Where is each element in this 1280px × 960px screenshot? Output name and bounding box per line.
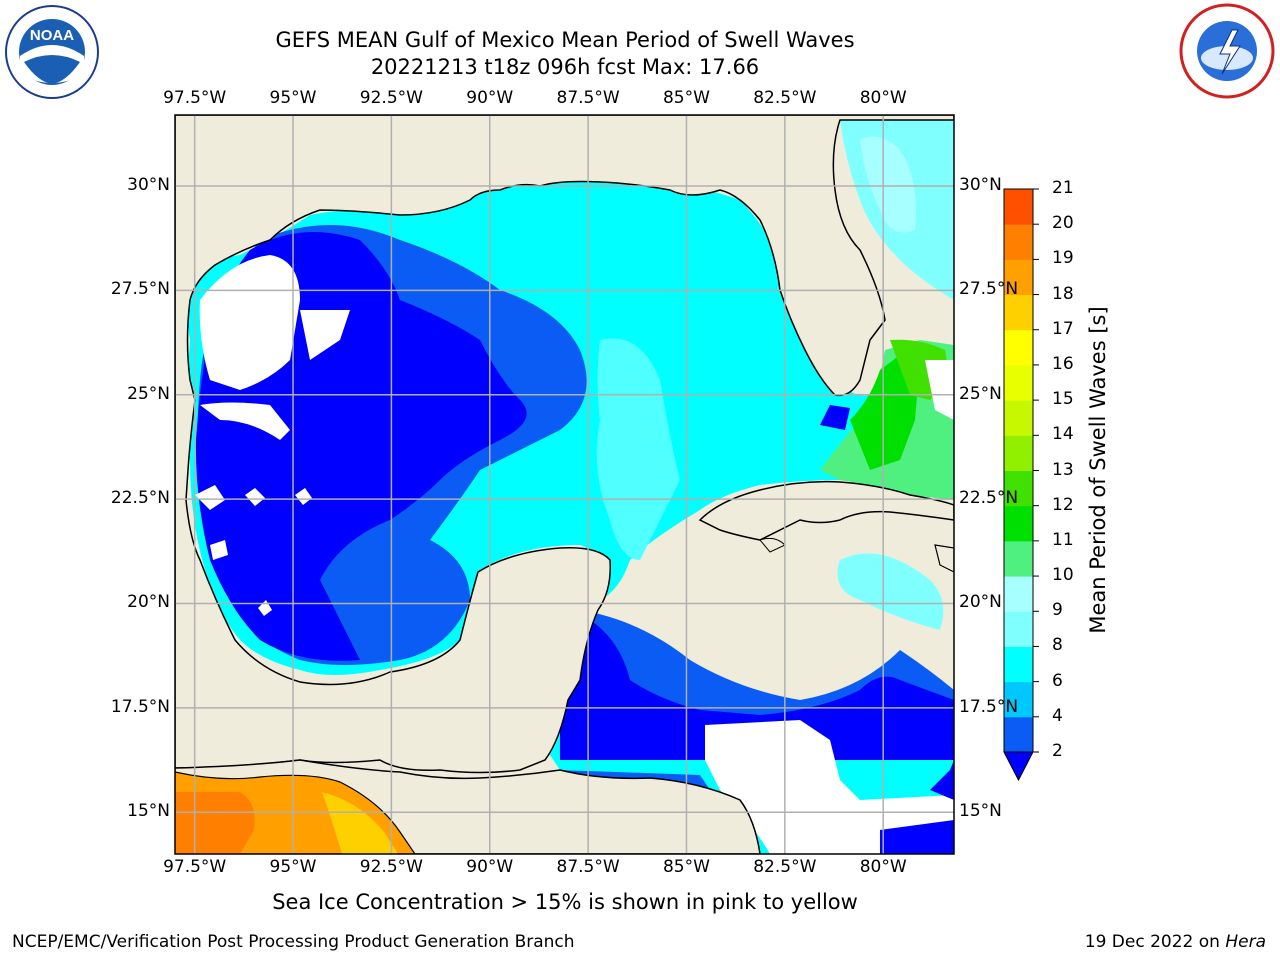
colorbar [1003,188,1039,782]
colorbar-tick-label: 6 [1052,670,1063,691]
lon-tick-label-top: 90°W [466,88,514,108]
footer-host: Hera [1225,932,1266,952]
lat-tick-label-right: 22.5°N [959,488,1019,509]
lat-tick-label-left: 15°N [127,801,170,822]
noaa-logo: NOAA [5,5,99,99]
colorbar-segment [1004,716,1033,753]
colorbar-tick-label: 11 [1052,529,1074,550]
lat-tick-label-left: 25°N [127,383,170,404]
colorbar-segment [1004,470,1033,507]
nws-logo [1179,3,1275,99]
lon-tick-label-bottom: 87.5°W [556,857,620,877]
lon-tick-label-bottom: 92.5°W [359,857,423,877]
lon-tick-label-top: 80°W [859,88,907,108]
lat-tick-label-right: 17.5°N [959,696,1019,717]
colorbar-tick-label: 10 [1052,565,1074,586]
lat-tick-label-right: 15°N [959,801,1002,822]
colorbar-tick-label: 19 [1052,248,1074,269]
colorbar-segment [1004,505,1033,542]
chart-title: GEFS MEAN Gulf of Mexico Mean Period of … [275,28,855,52]
lat-tick-label-left: 22.5°N [110,488,170,509]
colorbar-segment [1004,435,1033,471]
lon-tick-label-top: 97.5°W [163,88,227,108]
colorbar-segment [1004,646,1033,683]
colorbar-tick-label: 2 [1052,741,1063,761]
lon-tick-label-bottom: 80°W [859,857,907,877]
colorbar-title: Mean Period of Swell Waves [s] [1086,306,1110,634]
svg-text:NOAA: NOAA [30,27,74,44]
colorbar-segment [1004,681,1033,718]
footer-date-text: 19 Dec 2022 on [1084,932,1226,952]
colorbar-segment [1004,611,1033,647]
colorbar-segment [1004,576,1033,612]
lon-tick-label-bottom: 85°W [662,857,710,877]
lon-tick-label-top: 92.5°W [359,88,423,108]
lon-tick-label-bottom: 95°W [269,857,317,877]
lon-tick-label-top: 95°W [269,88,317,108]
colorbar-tick-label: 15 [1052,389,1074,410]
colorbar-tick-label: 4 [1052,705,1063,726]
map-frame [174,114,955,855]
colorbar-segment [1004,400,1033,436]
colorbar-segment [1004,329,1033,366]
lon-tick-label-top: 85°W [662,88,710,108]
colorbar-tick-label: 16 [1052,353,1074,374]
colorbar-under-arrow [1003,751,1034,782]
lat-tick-label-right: 30°N [959,174,1002,195]
lon-tick-label-top: 87.5°W [556,88,620,108]
lat-tick-label-left: 30°N [127,174,170,195]
colorbar-tick-label: 12 [1052,494,1074,515]
colorbar-segment [1004,294,1033,331]
lat-tick-label-left: 20°N [127,592,170,613]
footer-date: 19 Dec 2022 on Hera [1085,932,1266,952]
lat-tick-label-right: 27.5°N [959,279,1019,300]
colorbar-segment [1004,189,1033,225]
gridlines [175,115,954,854]
lat-tick-label-left: 17.5°N [110,696,170,717]
footer-credit: NCEP/EMC/Verification Post Processing Pr… [12,932,575,952]
lon-tick-label-bottom: 90°W [466,857,514,877]
lat-tick-label-right: 20°N [959,592,1002,613]
colorbar-segment [1004,364,1033,401]
colorbar-segment [1004,259,1033,296]
lat-tick-label-right: 25°N [959,383,1002,404]
chart-subtitle: 20221213 t18z 096h fcst Max: 17.66 [370,55,760,79]
lon-tick-label-bottom: 82.5°W [753,857,817,877]
colorbar-segment [1004,540,1033,577]
lon-tick-label-bottom: 97.5°W [163,857,227,877]
lat-tick-label-left: 27.5°N [110,279,170,300]
colorbar-tick-label: 14 [1052,424,1074,445]
colorbar-tick-label: 21 [1052,178,1074,198]
sea-ice-note: Sea Ice Concentration > 15% is shown in … [272,890,858,914]
colorbar-tick-label: 20 [1052,213,1074,234]
colorbar-segment [1004,224,1033,260]
colorbar-tick-label: 18 [1052,283,1074,304]
colorbar-tick-label: 13 [1052,459,1074,480]
colorbar-tick-label: 17 [1052,318,1074,339]
colorbar-tick-label: 8 [1052,635,1063,656]
colorbar-tick-label: 9 [1052,600,1063,621]
lon-tick-label-top: 82.5°W [753,88,817,108]
